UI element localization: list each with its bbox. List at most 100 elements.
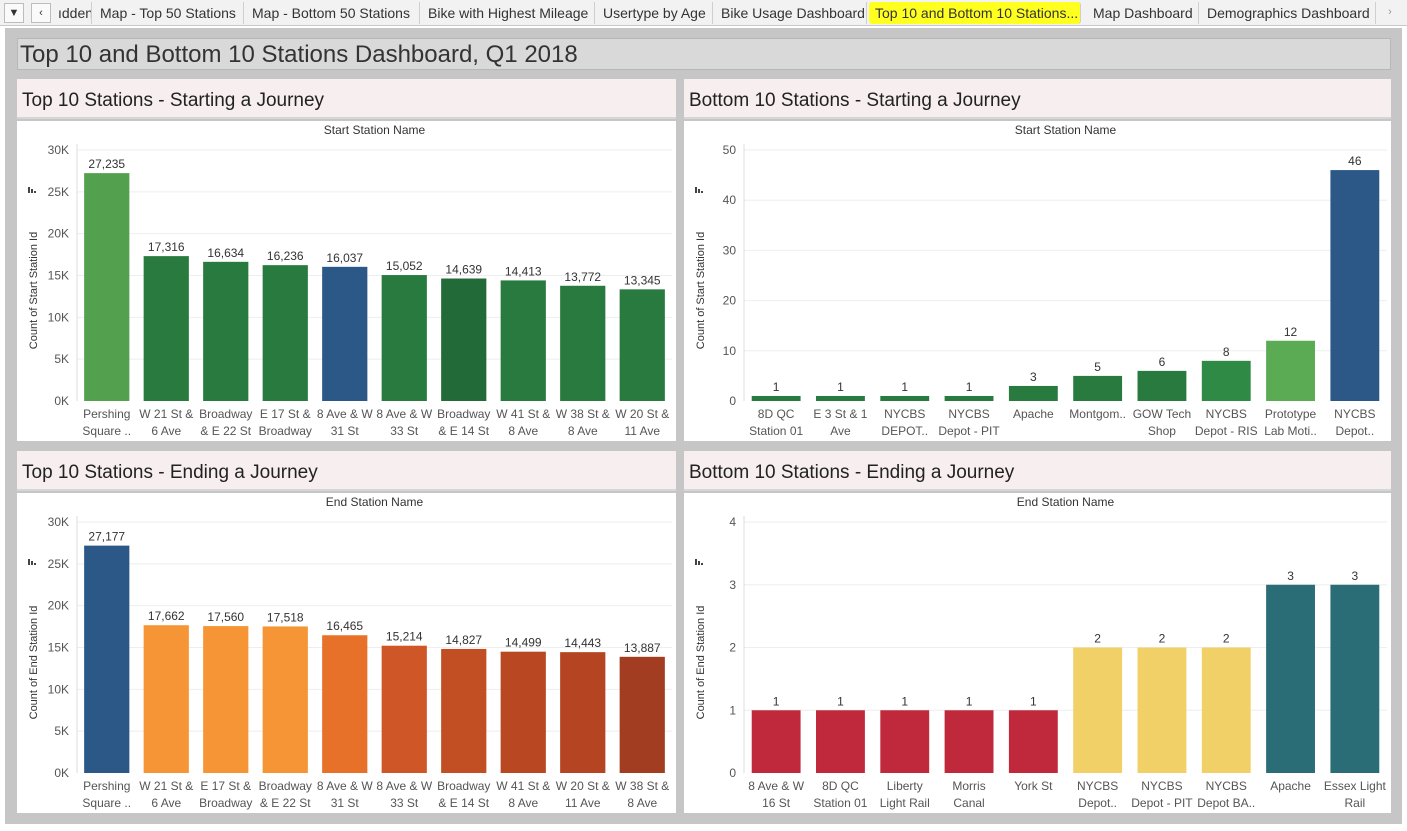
chart-panel-bottom-start: Start Station Name 0 10 20 30 40 50 Count of St… [684,121,1391,441]
x-tick-label: W 41 St & [496,779,550,793]
x-tick-label: W 38 St & [615,779,669,793]
bar [203,261,249,401]
data-label: 1 [1030,694,1037,708]
bar [560,285,606,401]
y-tick-label: 5K [54,724,69,738]
sort-icon [695,187,703,193]
tab-demographics-dashboard[interactable]: Demographics Dashboard [1201,2,1376,24]
x-tick-label: Morris [952,779,985,793]
y-tick-label: 3 [729,578,736,592]
x-tick-label: Lab Moti.. [1264,424,1317,438]
bar [262,265,308,401]
x-tick-label: NYCBS [1141,779,1182,793]
bar [1201,360,1251,401]
tab-bike-highest-mileage[interactable]: Bike with Highest Mileage [422,2,595,24]
tab-map-dashboard[interactable]: Map Dashboard [1087,2,1199,24]
x-tick-label: York St [1014,779,1053,793]
bar [1137,647,1187,773]
bar [1330,584,1380,773]
bar [619,656,665,773]
data-label: 13,887 [624,641,661,655]
y-tick-label: 0 [729,394,736,408]
top-end-bar-chart: End Station Name 0K 5K 10K 15K 20K 25K 30K Count… [28,495,672,810]
bar [1266,340,1315,401]
x-tick-label: 33 St [390,796,419,810]
y-tick-label: 25K [48,557,69,571]
bar [816,395,865,401]
bar [751,395,801,401]
x-tick-label: W 20 St & [556,779,610,793]
top-start-bar-chart: Start Station Name 0K 5K 10K 15K 20K 25K 30K Cou… [28,123,672,438]
chart-title: Start Station Name [324,123,426,137]
panel-title: Bottom 10 Stations - Starting a Journey [689,90,1021,111]
x-tick-label: W 21 St & [139,407,193,421]
data-label: 12 [1284,325,1298,339]
data-label: 14,499 [505,636,542,650]
tab-usertype-by-age[interactable]: Usertype by Age [597,2,713,24]
data-label: 3 [1030,370,1037,384]
y-tick-label: 25K [48,185,69,199]
bar [560,652,606,773]
x-tick-label: Broadway [199,796,252,810]
x-tick-label: Montgom.. [1069,407,1126,421]
tab-map-top-50[interactable]: Map - Top 50 Stations [94,2,244,24]
tab-bar: ▼ ‹ ıdden Map - Top 50 Stations Map - Bo… [0,0,1407,26]
panel-title: Bottom 10 Stations - Ending a Journey [689,462,1015,483]
data-label: 1 [773,380,780,394]
x-tick-label: 16 St [762,796,791,810]
x-tick-label: & E 22 St [200,424,251,438]
panel-header-bottom-end: Bottom 10 Stations - Ending a Journey [684,451,1391,491]
x-tick-label: NYCBS [948,407,989,421]
data-label: 1 [966,380,973,394]
x-tick-label: Essex Light [1324,779,1387,793]
x-tick-label: 33 St [390,424,419,438]
x-tick-label: 31 St [331,424,360,438]
data-label: 1 [966,694,973,708]
data-label: 1 [837,380,844,394]
tab-scroll-right-icon[interactable]: › [1388,6,1392,18]
x-tick-label: 8 Ave & W [376,779,432,793]
x-tick-label: & E 14 St [438,424,489,438]
y-tick-label: 20K [48,599,69,613]
tab-scroll-left-icon[interactable]: ‹ [31,3,51,23]
bar [1330,170,1380,401]
bar [84,173,130,401]
data-label: 1 [901,694,908,708]
bar [322,635,368,773]
tab-hidden[interactable]: ıdden [52,2,92,24]
y-tick-label: 15K [48,269,69,283]
bar [816,710,865,773]
tab-menu-icon[interactable]: ▼ [4,3,24,23]
data-label: 8 [1223,345,1230,359]
x-tick-label: 11 Ave [624,424,660,438]
tab-bike-usage-dashboard[interactable]: Bike Usage Dashboard [715,2,867,24]
data-label: 1 [901,380,908,394]
x-tick-label: NYCBS [1077,779,1118,793]
y-tick-label: 15K [48,641,69,655]
chart-panel-top-end: End Station Name 0K 5K 10K 15K 20K 25K 30K Count… [17,493,676,813]
bar [880,395,930,401]
chart-title: End Station Name [1017,495,1115,509]
data-label: 17,560 [207,610,244,624]
y-tick-label: 4 [729,515,736,529]
tab-top10-bottom10[interactable]: Top 10 and Bottom 10 Stations... [869,2,1081,24]
x-tick-label: Light Rail [880,796,930,810]
x-tick-label: 8 Ave [627,796,657,810]
x-tick-label: 31 St [331,796,360,810]
data-label: 14,443 [564,636,601,650]
dashboard-title: Top 10 and Bottom 10 Stations Dashboard,… [20,41,578,68]
x-tick-label: Ave [830,424,851,438]
data-label: 46 [1348,154,1362,168]
x-tick-label: Station 01 [813,796,867,810]
y-tick-label: 5K [54,352,69,366]
tab-map-bottom-50[interactable]: Map - Bottom 50 Stations [246,2,420,24]
y-axis-label: Count of End Station Id [695,606,707,720]
x-tick-label: 8 Ave & W [748,779,804,793]
data-label: 17,662 [148,609,185,623]
x-tick-label: 6 Ave [151,796,181,810]
dashboard-title-bar: Top 10 and Bottom 10 Stations Dashboard,… [17,38,1391,70]
x-tick-label: & E 22 St [260,796,311,810]
sort-icon [28,187,36,193]
y-axis-label: Count of Start Station Id [695,232,707,349]
x-tick-label: E 3 St & 1 [813,407,867,421]
